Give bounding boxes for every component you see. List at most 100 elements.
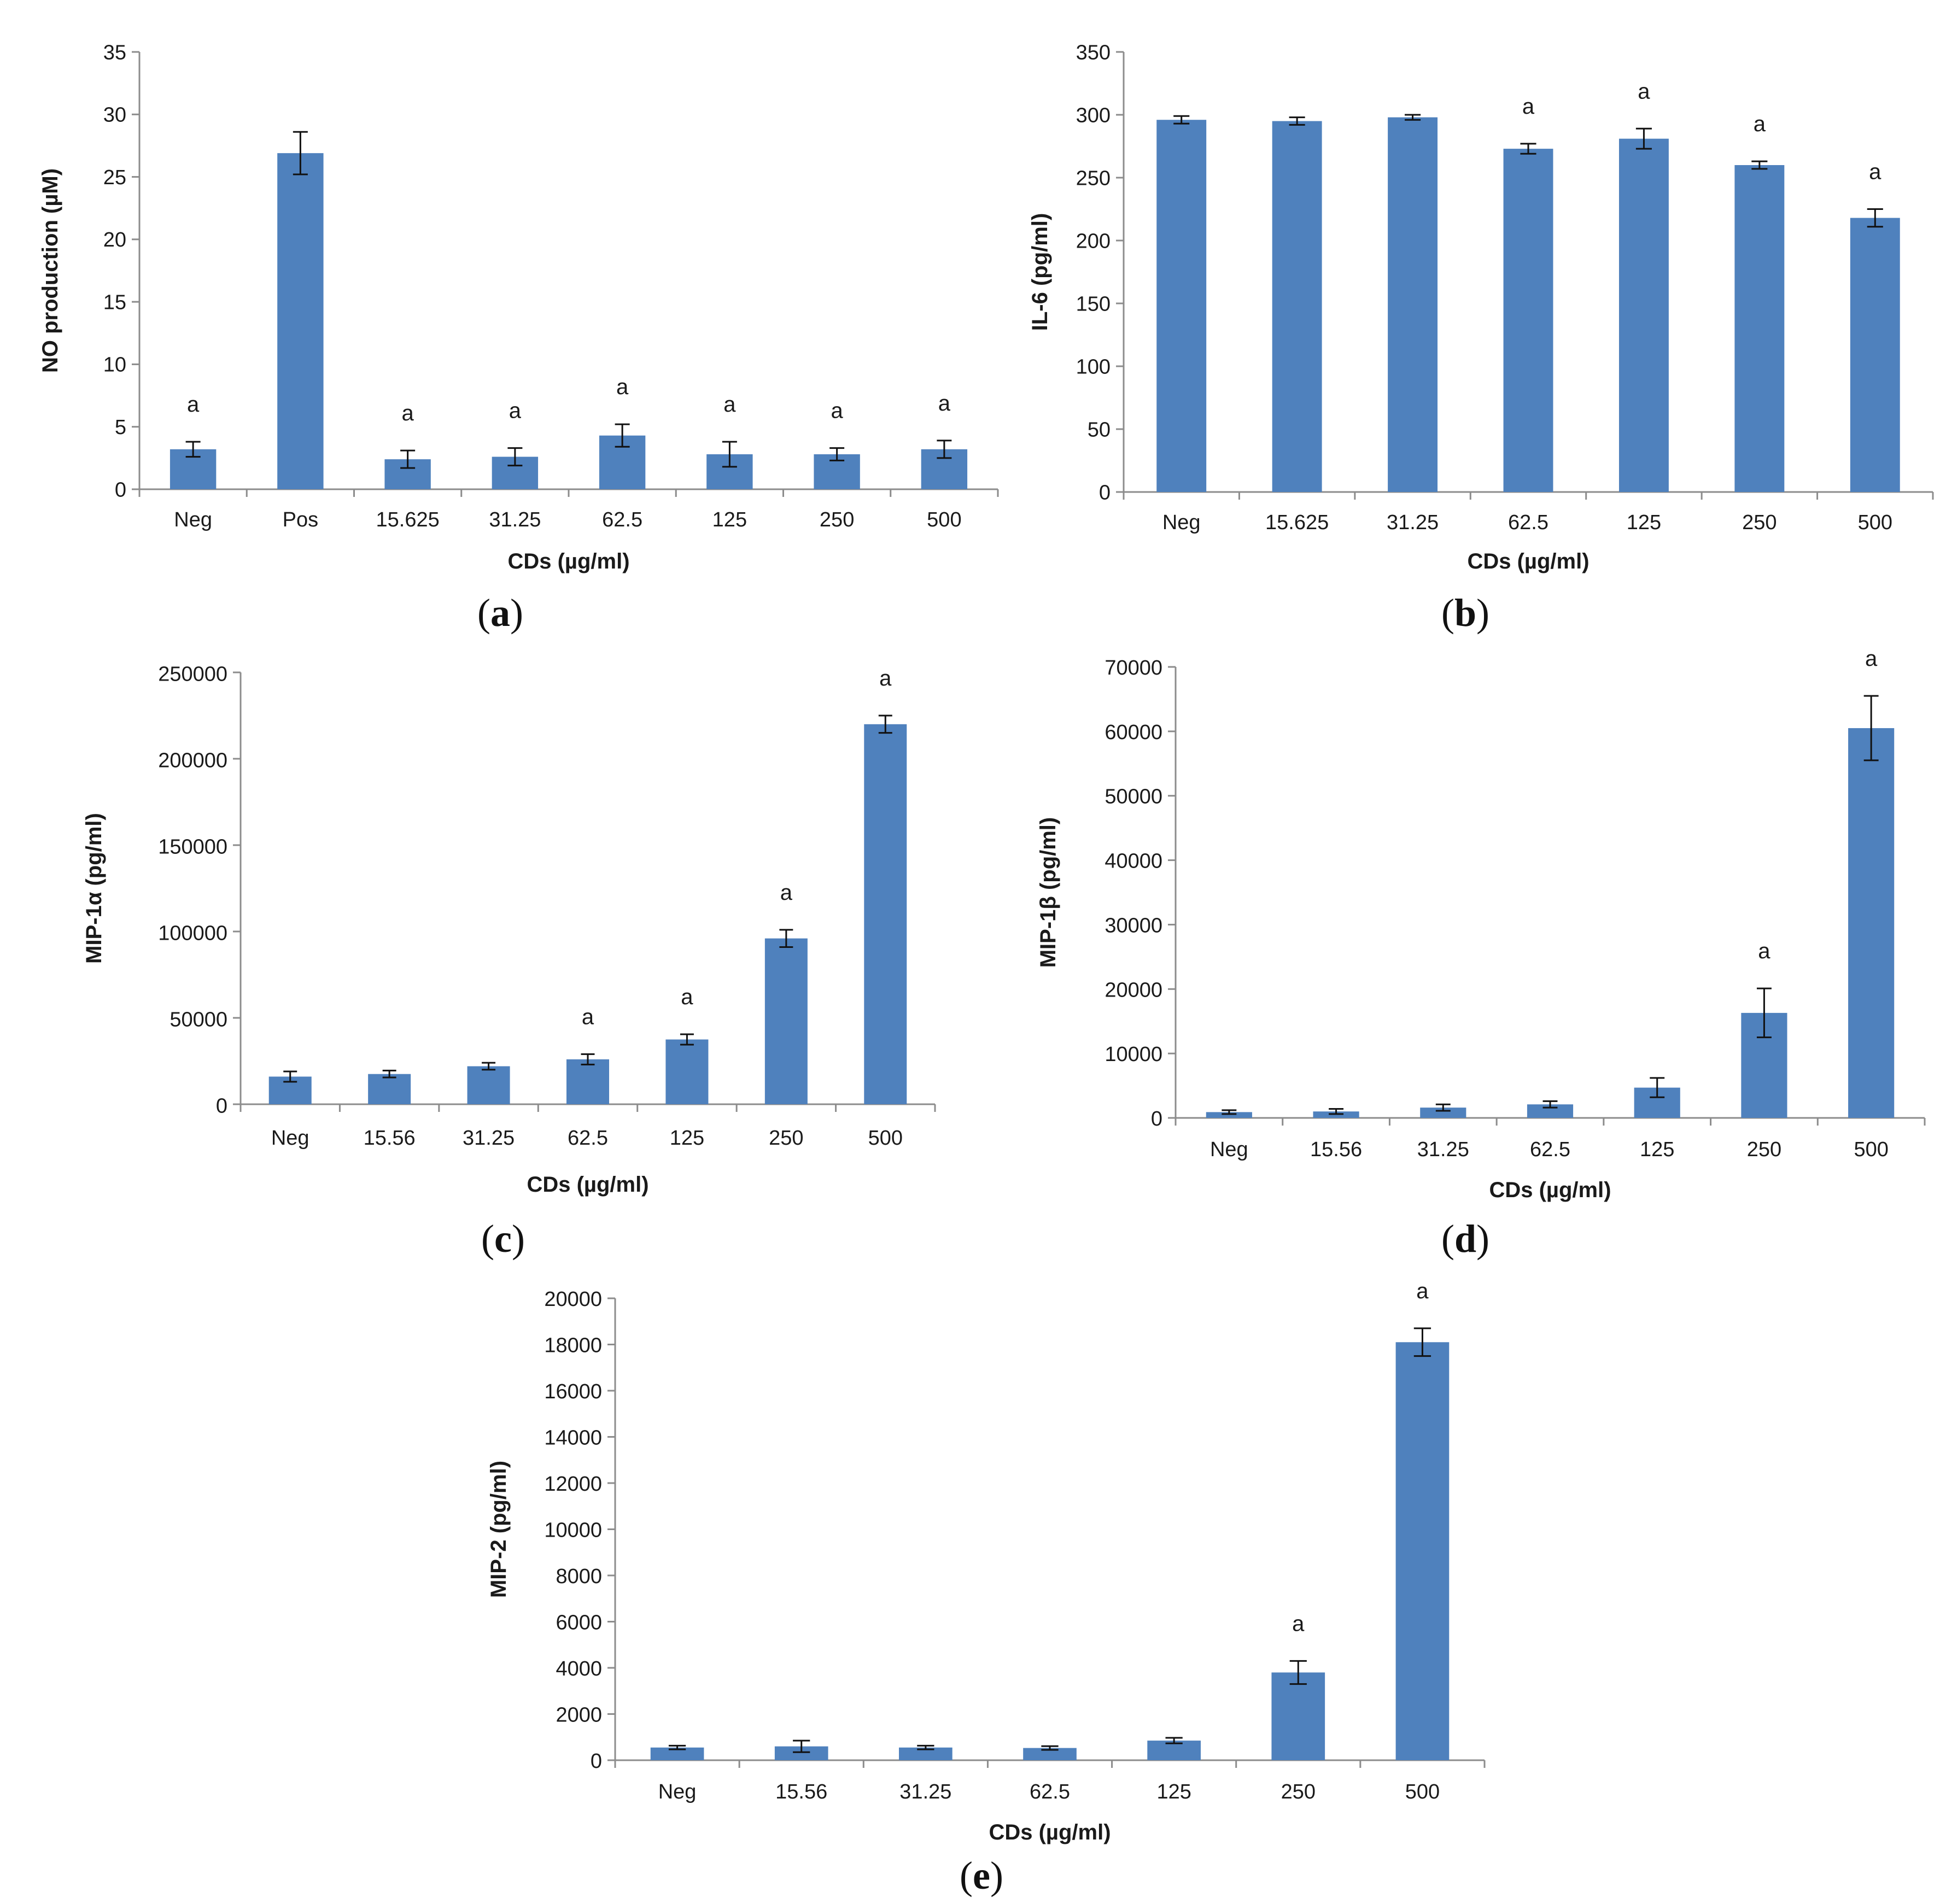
x-tick-label: Pos: [283, 508, 318, 531]
y-tick-label: 0: [216, 1094, 227, 1117]
panel-label-c: (c): [481, 1217, 525, 1261]
y-tick-label: 25: [103, 166, 126, 189]
x-axis-title: CDs (µg/ml): [989, 1820, 1111, 1844]
x-tick-label: 31.25: [1387, 511, 1439, 534]
significance-label: a: [616, 375, 629, 399]
y-tick-label: 100: [1076, 355, 1111, 378]
significance-label: a: [723, 392, 736, 417]
y-tick-label: 0: [1099, 481, 1111, 504]
y-tick-label: 10: [103, 354, 126, 377]
significance-label: a: [402, 401, 414, 425]
x-tick-label: 125: [1627, 511, 1661, 534]
x-tick-label: Neg: [1210, 1138, 1248, 1161]
bar-500: [864, 724, 907, 1104]
chart-panel-b: 0 50 100 150 200 250 300 350 Neg 15.625 31.25 a 62.5…: [1028, 41, 1934, 573]
bar-62.5: [1503, 149, 1553, 493]
significance-label: a: [1865, 647, 1878, 671]
y-tick-label: 0: [1151, 1108, 1162, 1130]
y-tick-label: 18000: [544, 1334, 602, 1357]
y-tick-label: 6000: [556, 1612, 602, 1634]
x-tick-label: Neg: [1162, 511, 1201, 534]
y-tick-label: 10000: [1105, 1043, 1162, 1066]
y-tick-label: 300: [1076, 104, 1111, 127]
x-tick-label: 62.5: [1030, 1780, 1070, 1803]
x-tick-label: 31.25: [899, 1780, 951, 1803]
y-tick-label: 10000: [544, 1519, 602, 1542]
significance-label: a: [1869, 160, 1881, 184]
significance-label: a: [831, 399, 844, 423]
y-tick-label: 30: [103, 104, 126, 127]
y-tick-label: 35: [103, 41, 126, 64]
significance-label: a: [681, 985, 693, 1009]
y-tick-label: 0: [591, 1750, 602, 1773]
y-tick-label: 50000: [1105, 786, 1162, 809]
bar-31.25: [899, 1747, 953, 1760]
x-tick-label: Neg: [658, 1780, 697, 1803]
bar-Neg: [650, 1747, 704, 1760]
y-tick-label: 16000: [544, 1380, 602, 1403]
bar-15.56: [368, 1074, 411, 1104]
y-tick-label: 20000: [544, 1288, 602, 1311]
y-tick-label: 8000: [556, 1565, 602, 1588]
y-tick-label: 50000: [170, 1008, 227, 1031]
y-tick-label: 150: [1076, 292, 1111, 315]
bar-500: [1395, 1342, 1450, 1760]
y-tick-label: 70000: [1105, 657, 1162, 679]
significance-label: a: [1758, 939, 1770, 963]
y-tick-label: 250: [1076, 167, 1111, 190]
y-tick-label: 14000: [544, 1427, 602, 1450]
bar-500: [1848, 728, 1895, 1118]
x-axis-title: CDs (µg/ml): [1467, 549, 1589, 573]
x-tick-label: 250: [1742, 511, 1777, 534]
y-tick-label: 350: [1076, 41, 1111, 64]
bar-62.5: [1023, 1748, 1077, 1760]
y-axis-title: NO production (µM): [38, 168, 62, 373]
y-tick-label: 5: [115, 416, 126, 439]
y-tick-label: 20: [103, 229, 126, 251]
y-tick-label: 50: [1088, 418, 1111, 441]
y-tick-label: 40000: [1105, 850, 1162, 873]
significance-label: a: [582, 1005, 594, 1029]
bar-Neg: [1156, 120, 1207, 492]
x-tick-label: 62.5: [568, 1127, 608, 1150]
x-tick-label: 62.5: [1530, 1138, 1570, 1161]
panel-label-b: (b): [1441, 591, 1489, 635]
x-tick-label: 500: [1858, 511, 1892, 534]
significance-label: a: [1638, 79, 1650, 103]
significance-label: a: [938, 391, 951, 415]
significance-label: a: [879, 666, 892, 690]
significance-label: a: [1292, 1612, 1305, 1636]
y-axis-title: MIP-1α (pg/ml): [82, 813, 106, 964]
x-tick-label: Neg: [174, 508, 212, 531]
bar-31.25: [1420, 1108, 1466, 1118]
bar-250: [1271, 1672, 1325, 1760]
x-tick-label: 500: [1854, 1138, 1888, 1161]
y-axis-title: MIP-2 (pg/ml): [487, 1461, 511, 1598]
x-tick-label: 500: [1405, 1780, 1440, 1803]
x-tick-label: 125: [1156, 1780, 1191, 1803]
y-tick-label: 12000: [544, 1473, 602, 1496]
y-tick-label: 150000: [158, 835, 227, 858]
y-axis-title: IL-6 (pg/ml): [1028, 213, 1052, 331]
x-tick-label: 125: [670, 1127, 704, 1150]
x-tick-label: 62.5: [1508, 511, 1549, 534]
y-tick-label: 250000: [158, 663, 227, 686]
x-axis-title: CDs (µg/ml): [1489, 1178, 1611, 1202]
y-tick-label: 200000: [158, 749, 227, 772]
x-tick-label: 15.56: [775, 1780, 827, 1803]
significance-label: a: [780, 881, 793, 905]
x-axis-title: CDs (µg/ml): [527, 1173, 648, 1197]
y-tick-label: 4000: [556, 1657, 602, 1680]
significance-label: a: [1416, 1279, 1429, 1303]
y-tick-label: 60000: [1105, 721, 1162, 744]
bar-250: [764, 938, 808, 1104]
x-tick-label: 500: [927, 508, 961, 531]
x-tick-label: 250: [1281, 1780, 1316, 1803]
x-tick-label: 15.56: [1310, 1138, 1362, 1161]
y-tick-label: 20000: [1105, 979, 1162, 1001]
significance-label: a: [1754, 112, 1766, 136]
significance-label: a: [1522, 95, 1535, 119]
y-tick-label: 100000: [158, 922, 227, 945]
bar-31.25: [1388, 117, 1438, 493]
